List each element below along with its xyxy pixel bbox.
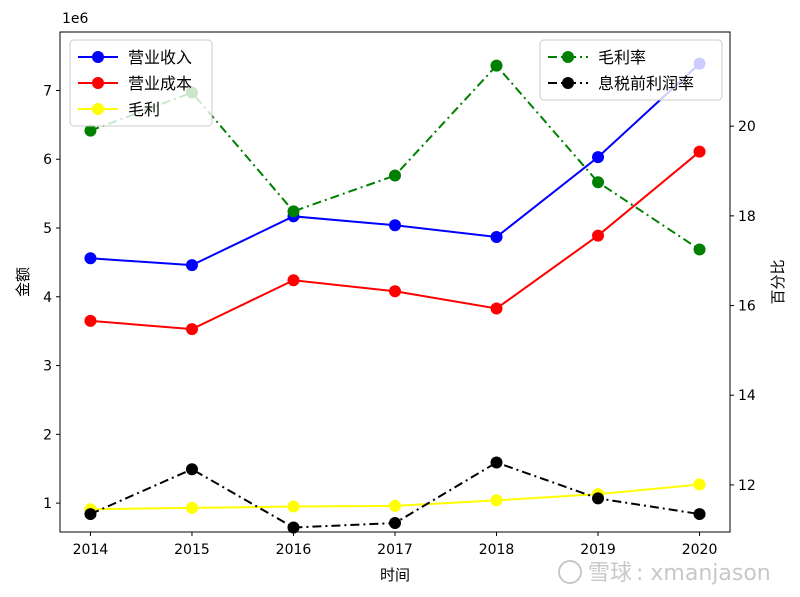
series-point-left-1 [389,285,401,298]
series-point-right-0 [490,59,503,72]
series-point-right-1 [490,456,503,469]
legend-marker-left [92,77,104,89]
series-point-left-1 [693,145,706,158]
series-point-left-1 [490,302,503,315]
right-y-tick-label: 18 [738,209,756,225]
series-point-left-2 [287,500,300,513]
watermark: 雪球 : xmanjason [558,560,771,586]
legend-marker-left [92,51,104,63]
series-point-right-1 [693,508,706,521]
series-point-right-0 [592,176,605,189]
legend-label-left: 营业收入 [128,48,192,67]
series-point-left-1 [84,314,97,327]
left-axis-offset-label: 1e6 [62,11,89,27]
x-tick-label: 2016 [276,542,312,558]
left-y-axis-label: 金额 [14,267,32,297]
series-point-right-0 [389,169,401,182]
legend-marker-left [92,103,104,115]
x-tick-label: 2014 [73,542,109,558]
x-tick-label: 2015 [174,542,210,558]
series-point-right-1 [592,492,605,505]
left-y-tick-label: 2 [43,427,52,443]
series-point-right-1 [287,521,300,534]
series-point-left-1 [592,229,605,242]
right-y-tick-label: 20 [738,119,756,135]
series-point-left-0 [84,252,97,265]
right-y-tick-label: 16 [738,299,756,315]
right-y-tick-label: 14 [738,388,756,404]
watermark-handle-text: : xmanjason [636,561,771,586]
x-axis-label: 时间 [380,566,410,584]
series-point-left-0 [389,219,401,232]
left-y-tick-label: 6 [43,152,52,168]
series-point-left-0 [592,151,605,164]
left-y-tick-label: 4 [43,290,52,306]
series-point-left-2 [693,478,706,491]
series-point-right-0 [693,243,706,256]
series-point-left-2 [490,494,503,507]
series-layer [84,57,706,534]
series-point-left-1 [287,274,300,287]
axes-layer: 2014 2015 2016 2017 2018 2019 2020123456712141… [43,31,756,558]
left-y-tick-label: 7 [43,83,52,99]
legend-marker-right [562,77,574,89]
legend-box-right [539,39,723,101]
x-tick-label: 2019 [580,542,616,558]
legend-label-left: 营业成本 [128,74,192,93]
series-point-left-2 [389,499,401,512]
right-y-tick-label: 12 [738,478,756,494]
left-y-tick-label: 5 [43,221,52,237]
legend-marker-right [562,51,574,63]
watermark-logo-text: 雪球 [588,561,632,586]
series-point-left-0 [490,230,503,243]
series-point-left-2 [185,501,198,514]
left-y-tick-label: 1 [43,496,52,512]
x-tick-label: 2020 [682,542,718,558]
series-point-left-1 [185,323,198,336]
series-point-right-0 [84,124,97,137]
watermark-logo-icon [558,560,582,584]
series-point-right-1 [84,508,97,521]
series-point-right-1 [185,463,198,476]
right-y-axis-label: 百分比 [769,259,787,304]
x-tick-label: 2017 [377,542,413,558]
legend-label-left: 毛利 [128,100,160,119]
legend-label-right: 毛利率 [598,48,646,67]
series-point-right-1 [389,517,401,530]
series-point-left-0 [185,259,198,272]
series-point-right-0 [287,205,300,218]
legend-label-right: 息税前利润率 [598,74,694,93]
x-tick-label: 2018 [479,542,515,558]
legend-box-left [69,39,213,127]
left-y-tick-label: 3 [43,359,52,375]
